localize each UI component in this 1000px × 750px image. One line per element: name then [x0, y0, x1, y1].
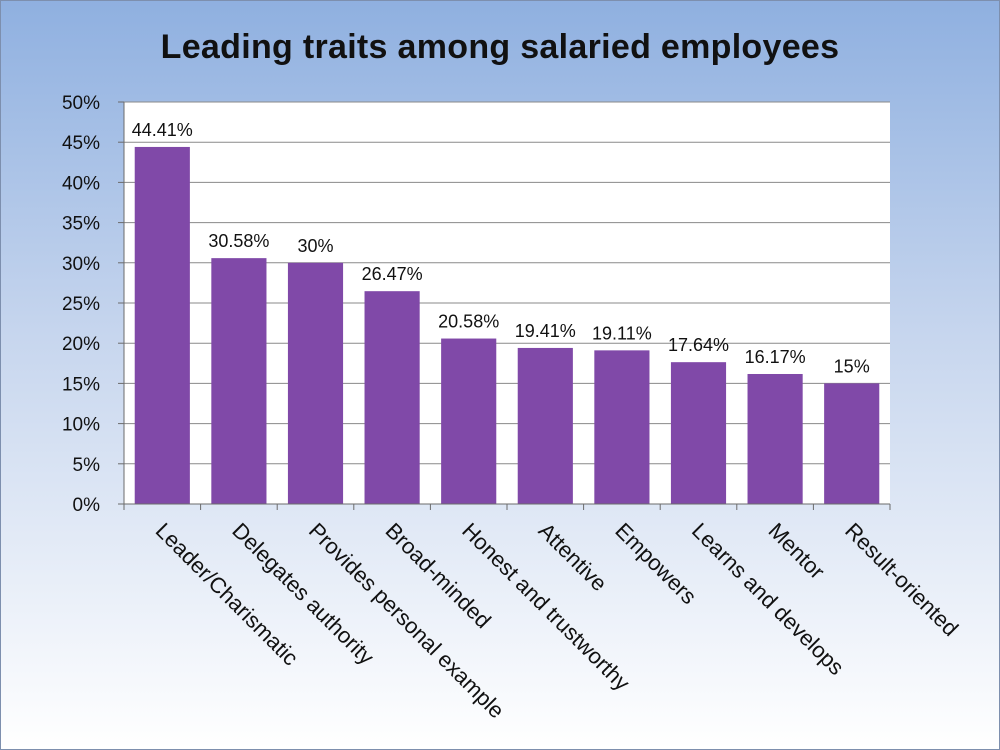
y-tick-label: 35%	[62, 214, 100, 235]
y-tick-label: 25%	[62, 294, 100, 315]
y-tick-label: 50%	[62, 93, 100, 114]
y-tick-label: 20%	[62, 334, 100, 355]
bar	[134, 146, 190, 504]
bar	[364, 291, 420, 504]
category-label: Result-oriented	[840, 518, 963, 641]
data-label: 19.41%	[515, 321, 576, 341]
axes	[118, 101, 891, 510]
category-label: Delegates authority	[227, 518, 379, 670]
y-tick-label: 40%	[62, 173, 100, 194]
y-tick-label: 45%	[62, 133, 100, 154]
bar	[594, 350, 650, 504]
y-tick-label: 30%	[62, 254, 100, 275]
category-label: Mentor	[764, 518, 830, 584]
bar	[287, 262, 344, 504]
bar	[211, 258, 267, 504]
bar	[517, 347, 573, 504]
data-label: 15%	[834, 356, 870, 376]
data-label: 17.64%	[668, 335, 729, 355]
data-label: 30.58%	[208, 231, 269, 251]
bar	[670, 362, 727, 504]
category-label: Leader/Charismatic	[151, 518, 304, 671]
data-label: 19.11%	[592, 323, 652, 343]
chart-title: Leading traits among salaried employees	[160, 28, 840, 66]
data-label: 26.47%	[362, 264, 423, 284]
bar	[747, 373, 803, 504]
y-tick-label: 15%	[62, 374, 100, 395]
y-tick-label: 5%	[73, 455, 101, 476]
bar	[824, 383, 880, 504]
bar	[441, 338, 497, 504]
category-label: Attentive	[534, 518, 612, 596]
category-label: Empowers	[610, 518, 701, 609]
y-tick-label: 0%	[73, 495, 101, 516]
category-label: Learns and develops	[687, 518, 849, 680]
data-label: 44.41%	[132, 120, 193, 140]
data-label: 16.17%	[745, 347, 806, 367]
data-label: 20.58%	[438, 312, 499, 332]
data-label: 30%	[297, 236, 333, 256]
y-tick-label: 10%	[62, 415, 100, 436]
bars	[134, 146, 880, 504]
